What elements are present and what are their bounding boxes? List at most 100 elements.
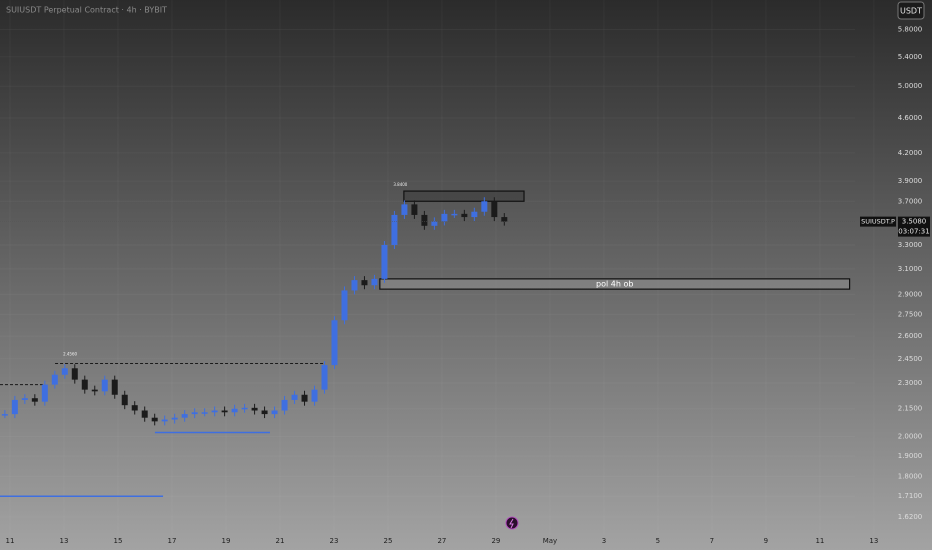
x-tick-label: 15 (114, 537, 123, 545)
candle-body (151, 417, 158, 422)
candle-body (451, 213, 458, 216)
x-tick-label: 3 (602, 537, 606, 545)
countdown: 03:07:31 (898, 228, 929, 236)
y-tick-label: 2.1500 (898, 405, 923, 413)
candle-body (271, 410, 278, 415)
y-tick-label: 1.7100 (898, 492, 923, 500)
x-tick-label: 7 (710, 537, 714, 545)
y-tick-label: 3.1000 (898, 265, 923, 273)
zone (403, 190, 525, 202)
candle-body (321, 365, 328, 390)
candle-body (231, 408, 238, 413)
candle-body (421, 214, 428, 226)
candle-body (251, 407, 258, 411)
level-label: 2.4560 (63, 352, 77, 357)
y-tick-label: 2.6000 (898, 332, 923, 340)
x-tick-label: 17 (168, 537, 177, 545)
candle-body (301, 394, 308, 402)
candle-body (441, 213, 448, 222)
candle-body (351, 280, 358, 291)
candle-body (331, 320, 338, 366)
price-tag (898, 216, 930, 237)
note: 3.8400 (393, 182, 407, 187)
candle-body (341, 290, 348, 321)
candle-body (431, 221, 438, 226)
x-tick-label: 11 (815, 537, 824, 545)
x-tick-label: 29 (491, 537, 500, 545)
candle-body (41, 384, 48, 402)
x-tick-label: 5 (656, 537, 660, 545)
candle-body (121, 394, 128, 406)
x-tick-label: 25 (383, 537, 392, 545)
candle-body (221, 410, 228, 413)
currency-label[interactable]: USDT (900, 7, 922, 16)
x-tick-label: 27 (437, 537, 446, 545)
candle-body (191, 412, 198, 415)
price-label: 3.5080 (902, 218, 927, 226)
candle-body (241, 407, 248, 410)
candle-body (71, 368, 78, 380)
currency-button[interactable] (897, 1, 925, 20)
candle-body (311, 389, 318, 402)
flash-glyph (509, 518, 514, 529)
candle-body (181, 414, 188, 418)
y-tick-label: 3.3000 (898, 241, 923, 249)
y-tick-label: 4.6000 (898, 114, 923, 122)
candle-body (11, 399, 18, 415)
candle-body (101, 379, 108, 392)
candle-body (381, 244, 388, 279)
candle-body (81, 379, 88, 390)
candle-body (111, 379, 118, 395)
y-tick-label: 2.4500 (898, 355, 923, 363)
candle-body (51, 374, 58, 385)
candle-body (1, 414, 8, 416)
candle-body (161, 419, 168, 422)
candle-body (391, 214, 398, 245)
y-tick-label: 1.9000 (898, 452, 923, 460)
y-tick-label: 5.4000 (898, 53, 923, 61)
y-tick-label: 2.7500 (898, 311, 923, 319)
candle-body (401, 204, 408, 215)
candle-body (261, 410, 268, 415)
x-tick-label: 21 (275, 537, 284, 545)
candle-body (491, 201, 498, 218)
candle-body (211, 410, 218, 413)
zone (379, 278, 851, 290)
chart-title: SUIUSDT Perpetual Contract · 4h · BYBIT (6, 6, 167, 15)
candle-body (461, 213, 468, 218)
x-tick-label: 19 (222, 537, 231, 545)
candle-body (291, 394, 298, 400)
candle-body (411, 204, 418, 215)
candle-body (131, 405, 138, 411)
zone-label: pol 4h ob (596, 279, 633, 288)
candle-body (361, 280, 368, 286)
x-tick-label: 11 (6, 537, 15, 545)
candle-body (61, 368, 68, 375)
x-tick-label: May (543, 537, 557, 545)
candle-body (171, 417, 178, 420)
y-tick-label: 5.0000 (898, 82, 923, 90)
y-tick-label: 5.8000 (898, 25, 923, 33)
symbol-tag (860, 216, 896, 227)
candle-body (481, 201, 488, 212)
candle-body (21, 398, 28, 400)
candle-body (371, 278, 378, 286)
symbol-label: SUIUSDT.P (861, 218, 895, 226)
x-tick-label: 13 (60, 537, 69, 545)
y-tick-label: 4.2000 (898, 149, 923, 157)
flash-icon[interactable] (505, 516, 519, 530)
candle-body (471, 211, 478, 218)
candle-body (31, 398, 38, 402)
y-tick-label: 3.9000 (898, 177, 923, 185)
candle-body (91, 389, 98, 392)
x-tick-label: 13 (869, 537, 878, 545)
candle-body (201, 412, 208, 414)
x-tick-label: 9 (764, 537, 768, 545)
y-tick-label: 2.3000 (898, 379, 923, 387)
candle-body (281, 399, 288, 411)
y-tick-label: 2.0000 (898, 432, 923, 440)
y-tick-label: 2.9000 (898, 290, 923, 298)
